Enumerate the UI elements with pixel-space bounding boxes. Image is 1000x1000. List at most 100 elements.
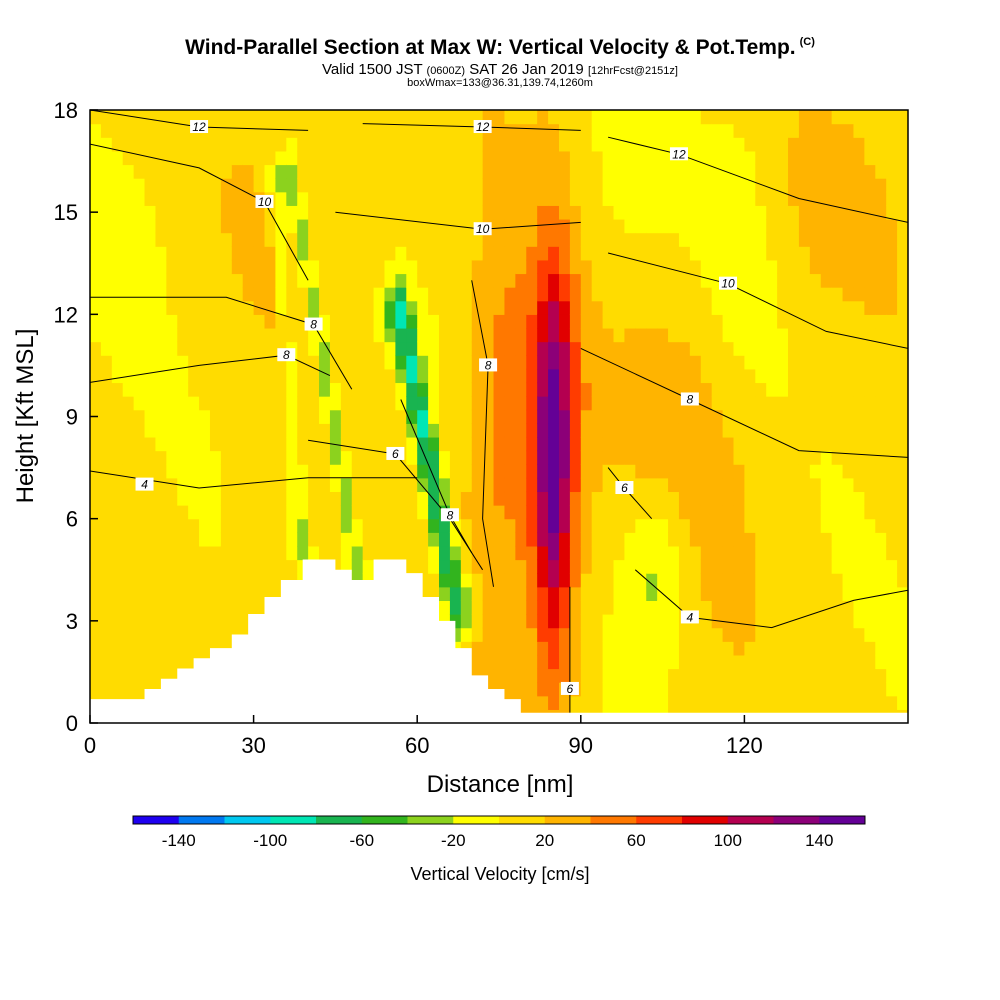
field-cell <box>133 218 146 234</box>
field-cell <box>111 532 124 547</box>
field-cell <box>155 287 167 302</box>
field-cell <box>613 368 626 384</box>
field-cell <box>275 218 287 234</box>
field-cell <box>613 464 626 479</box>
field-cell <box>722 150 735 166</box>
field-cell <box>777 654 789 670</box>
field-cell <box>558 409 571 424</box>
field-cell <box>209 150 222 166</box>
copyright-mark: (C) <box>799 36 815 48</box>
colorbar-frame <box>132 815 866 825</box>
field-cell <box>657 314 669 329</box>
field-cell <box>449 300 462 315</box>
field-cell <box>711 695 724 710</box>
field-cell <box>220 396 233 411</box>
field-cell <box>755 205 767 220</box>
field-cell <box>777 327 789 343</box>
field-cell <box>275 545 287 561</box>
field-cell <box>798 205 811 220</box>
field-cell <box>111 382 124 397</box>
field-cell <box>100 300 113 315</box>
field-cell <box>308 232 320 247</box>
field-cell <box>275 123 287 138</box>
field-cell <box>591 327 604 343</box>
field-cell <box>897 518 908 533</box>
field-cell <box>569 314 582 329</box>
field-cell <box>580 545 593 561</box>
field-cell <box>602 178 615 193</box>
field-cell <box>558 259 571 275</box>
field-cell <box>166 532 178 547</box>
field-cell <box>744 191 756 206</box>
field-cell <box>569 273 582 288</box>
field-cell <box>286 287 298 302</box>
field-cell <box>668 191 680 206</box>
field-cell <box>526 287 538 302</box>
contour-label-bg <box>386 446 405 460</box>
field-cell <box>678 695 691 710</box>
field-cell <box>493 123 506 138</box>
field-cell <box>220 600 233 615</box>
field-cell <box>471 259 484 275</box>
field-cell <box>155 532 167 547</box>
field-cell <box>220 614 233 629</box>
field-cell <box>242 205 255 220</box>
field-cell <box>286 423 298 438</box>
field-cell <box>351 287 364 302</box>
field-cell <box>286 491 298 506</box>
field-cell <box>177 178 189 193</box>
field-cell <box>209 614 222 629</box>
field-cell <box>613 110 626 125</box>
field-cell <box>624 396 636 411</box>
field-cell <box>264 246 277 261</box>
field-cell <box>613 382 626 397</box>
field-cell <box>177 341 189 356</box>
field-cell <box>548 123 560 138</box>
field-cell <box>875 246 887 261</box>
field-cell <box>777 532 789 547</box>
field-cell <box>199 614 211 629</box>
field-cell <box>177 654 189 670</box>
field-cell <box>635 627 647 642</box>
field-cell <box>700 205 713 220</box>
field-cell <box>373 355 386 370</box>
field-cell <box>875 409 887 424</box>
field-cell <box>711 178 724 193</box>
field-cell <box>264 259 277 275</box>
field-cell <box>100 259 113 275</box>
field-cell <box>111 246 124 261</box>
field-cell <box>809 668 822 683</box>
field-cell <box>711 300 724 315</box>
field-cell <box>569 164 582 179</box>
field-cell <box>766 218 778 234</box>
field-cell <box>439 164 451 179</box>
field-cell <box>646 341 658 356</box>
field-cell <box>504 273 516 288</box>
field-cell <box>689 423 702 438</box>
field-cell <box>766 396 778 411</box>
field-cell <box>482 559 495 574</box>
field-cell <box>297 150 309 166</box>
field-cell <box>733 341 745 356</box>
colorbar-swatch <box>453 816 500 824</box>
field-cell <box>242 164 255 179</box>
field-cell <box>820 586 833 601</box>
field-cell <box>220 137 233 152</box>
field-cell <box>657 205 669 220</box>
field-cell <box>569 573 582 588</box>
field-cell <box>373 491 386 506</box>
field-cell <box>231 300 244 315</box>
field-cell <box>111 545 124 561</box>
field-cell <box>864 614 876 629</box>
field-cell <box>831 396 844 411</box>
field-cell <box>166 382 178 397</box>
field-cell <box>548 450 560 465</box>
field-cell <box>373 382 386 397</box>
field-cell <box>777 600 789 615</box>
field-cell <box>602 641 615 656</box>
field-cell <box>111 259 124 275</box>
field-cell <box>362 205 375 220</box>
field-cell <box>897 682 908 697</box>
field-cell <box>199 137 211 152</box>
field-cell <box>777 641 789 656</box>
